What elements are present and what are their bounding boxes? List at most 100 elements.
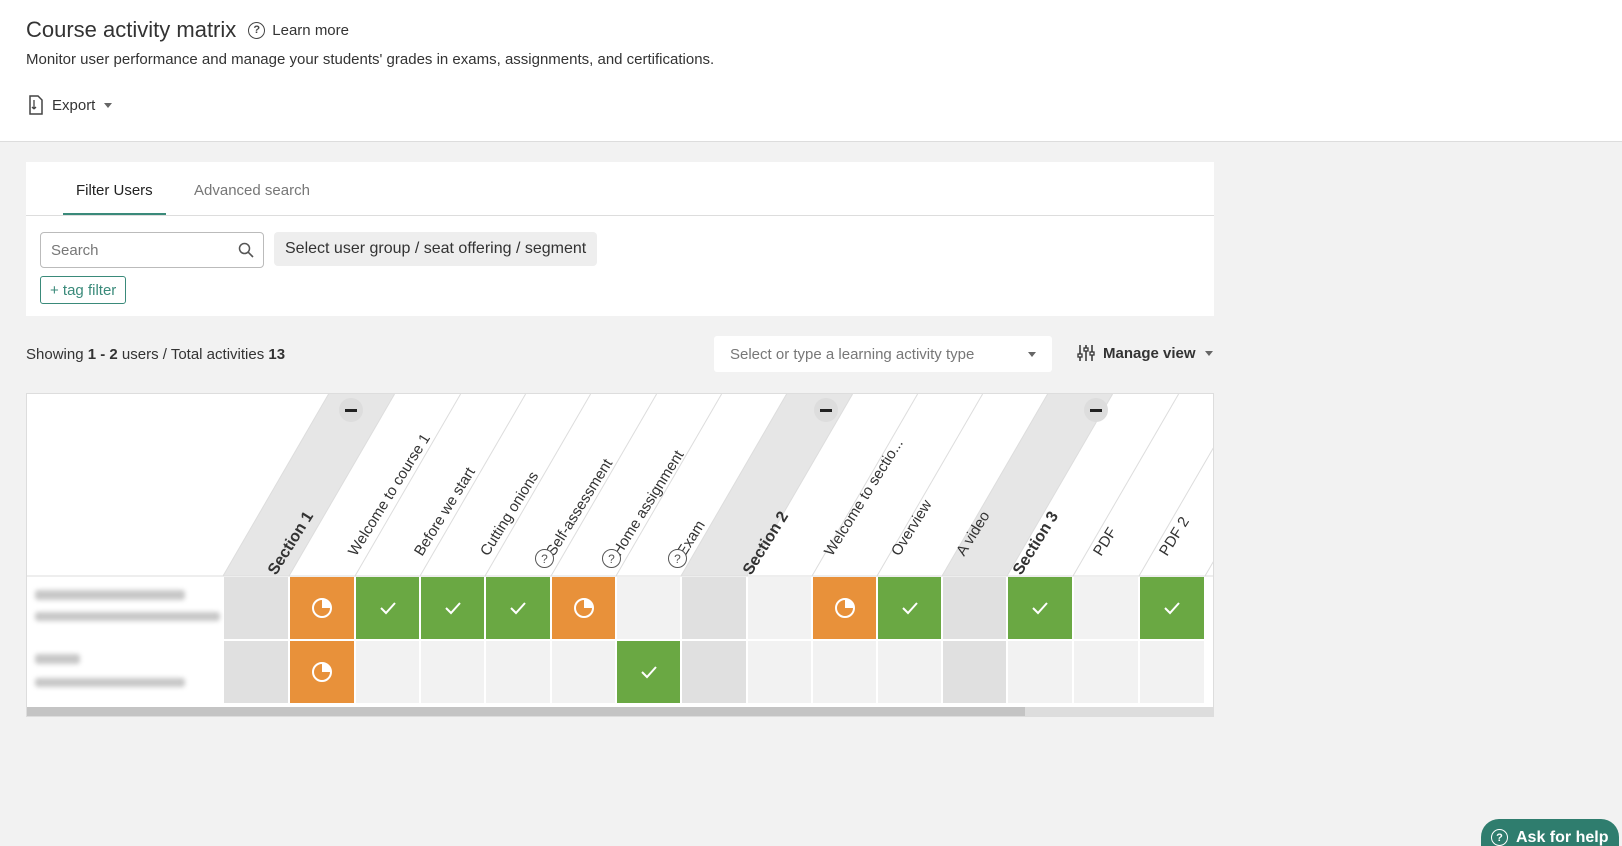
chevron-down-icon [1028, 352, 1036, 357]
header-divider-line [354, 394, 462, 577]
matrix-cell-empty[interactable] [421, 641, 484, 703]
matrix-cell-partial[interactable] [552, 577, 615, 639]
question-circle-icon: ? [1491, 829, 1508, 846]
matrix-cell-complete[interactable] [617, 641, 680, 703]
manage-view-button[interactable]: Manage view [1077, 344, 1213, 362]
matrix-cell-empty[interactable] [748, 577, 811, 639]
activity-type-placeholder: Select or type a learning activity type [730, 345, 975, 363]
learn-more-link[interactable]: ? Learn more [248, 21, 349, 39]
matrix-cell-section [682, 641, 746, 703]
filter-tabs: Filter Users Advanced search [26, 162, 1214, 216]
sliders-icon [1077, 345, 1095, 361]
check-icon [640, 666, 657, 679]
matrix-cell-empty[interactable] [486, 641, 550, 703]
add-tag-filter-button[interactable]: + tag filter [40, 276, 127, 304]
matrix-cell-empty[interactable] [813, 641, 876, 703]
search-field[interactable] [40, 232, 264, 268]
section-header-band [223, 394, 395, 576]
matrix-cell-empty[interactable] [1074, 577, 1138, 639]
activity-matrix: Section 1 Welcome to course 1 Before we … [26, 393, 1214, 717]
tab-filter-users[interactable]: Filter Users [63, 182, 166, 215]
search-input[interactable] [51, 241, 231, 259]
header-divider-line [222, 394, 330, 577]
exam-help-icon[interactable]: ? [668, 549, 687, 568]
matrix-cell-empty[interactable] [878, 641, 941, 703]
pie-progress-icon [834, 598, 855, 618]
matrix-cell-empty[interactable] [552, 641, 615, 703]
matrix-header-diagonals [27, 394, 1213, 577]
total-activities-count: 13 [268, 346, 286, 363]
check-icon [1164, 602, 1180, 615]
chevron-down-icon [1204, 350, 1213, 356]
learn-more-label: Learn more [272, 21, 349, 39]
matrix-cell-empty[interactable] [1140, 641, 1204, 703]
export-button[interactable]: Export [28, 95, 113, 115]
section-header-band [681, 394, 853, 576]
user-row-1-name[interactable] [27, 576, 227, 640]
matrix-cell-empty[interactable] [1008, 641, 1072, 703]
search-icon[interactable] [238, 242, 254, 258]
header-divider-line [550, 394, 658, 577]
pie-progress-icon [573, 598, 594, 618]
matrix-cell-complete[interactable] [356, 577, 419, 639]
collapse-section-2-button[interactable] [814, 398, 838, 422]
collapse-section-3-button[interactable] [1084, 398, 1108, 422]
showing-prefix: Showing [26, 346, 84, 363]
home-assignment-help-icon[interactable]: ? [602, 549, 621, 568]
matrix-cell-section [224, 641, 288, 703]
matrix-cell-empty[interactable] [748, 641, 811, 703]
blurred-user-email [35, 678, 185, 687]
page-title: Course activity matrix [26, 17, 237, 42]
matrix-cell-complete[interactable] [878, 577, 941, 639]
matrix-cell-section [682, 577, 746, 639]
matrix-cell-complete[interactable] [1140, 577, 1204, 639]
check-icon [379, 602, 396, 615]
matrix-cell-partial[interactable] [290, 641, 354, 703]
header-divider-line [1072, 394, 1180, 577]
title-row: Course activity matrix ? Learn more [26, 17, 349, 43]
self-assessment-help-icon[interactable]: ? [535, 549, 554, 568]
page-subtitle: Monitor user performance and manage your… [26, 51, 715, 68]
matrix-cell-empty[interactable] [1074, 641, 1138, 703]
user-row-2-name[interactable] [27, 640, 227, 704]
ask-for-help-button[interactable]: ? Ask for help [1481, 819, 1619, 846]
scrollbar-thumb[interactable] [27, 707, 1025, 716]
header-divider-line [1138, 447, 1213, 577]
matrix-cell-empty[interactable] [617, 577, 680, 639]
matrix-cell-empty[interactable] [356, 641, 419, 703]
header-divider-line [419, 394, 527, 577]
matrix-cell-complete[interactable] [1008, 577, 1072, 639]
header-divider-line [876, 394, 984, 577]
header-divider-line [288, 394, 396, 577]
matrix-cell-section [943, 641, 1006, 703]
export-label: Export [52, 96, 96, 114]
matrix-cell-partial[interactable] [813, 577, 876, 639]
header-divider-line [615, 394, 723, 577]
ask-for-help-label: Ask for help [1516, 829, 1609, 846]
matrix-cell-partial[interactable] [290, 577, 354, 639]
header-divider-line [811, 394, 919, 577]
matrix-cell-complete[interactable] [421, 577, 484, 639]
header-divider-line [746, 394, 854, 577]
check-icon [510, 602, 526, 615]
section-header-band [942, 394, 1113, 576]
check-icon [444, 602, 461, 615]
user-group-select[interactable]: Select user group / seat offering / segm… [274, 232, 598, 266]
page-header: Course activity matrix ? Learn more Moni… [0, 0, 1622, 142]
user-range: 1 - 2 [87, 346, 118, 363]
activity-type-select[interactable]: Select or type a learning activity type [714, 336, 1052, 372]
horizontal-scrollbar[interactable] [27, 707, 1213, 716]
tab-advanced-search[interactable]: Advanced search [194, 182, 310, 199]
matrix-cell-section [943, 577, 1006, 639]
chevron-down-icon [104, 102, 113, 108]
results-summary: Showing 1 - 2 users / Total activities 1… [26, 346, 285, 363]
blurred-user-name [35, 590, 185, 600]
collapse-section-1-button[interactable] [339, 398, 363, 422]
users-label: users [121, 346, 159, 363]
manage-view-label: Manage view [1103, 344, 1196, 362]
pie-progress-icon [312, 598, 332, 618]
header-divider-line [680, 394, 788, 577]
matrix-cell-complete[interactable] [486, 577, 550, 639]
pie-progress-icon [312, 662, 332, 682]
question-circle-icon: ? [248, 21, 266, 39]
